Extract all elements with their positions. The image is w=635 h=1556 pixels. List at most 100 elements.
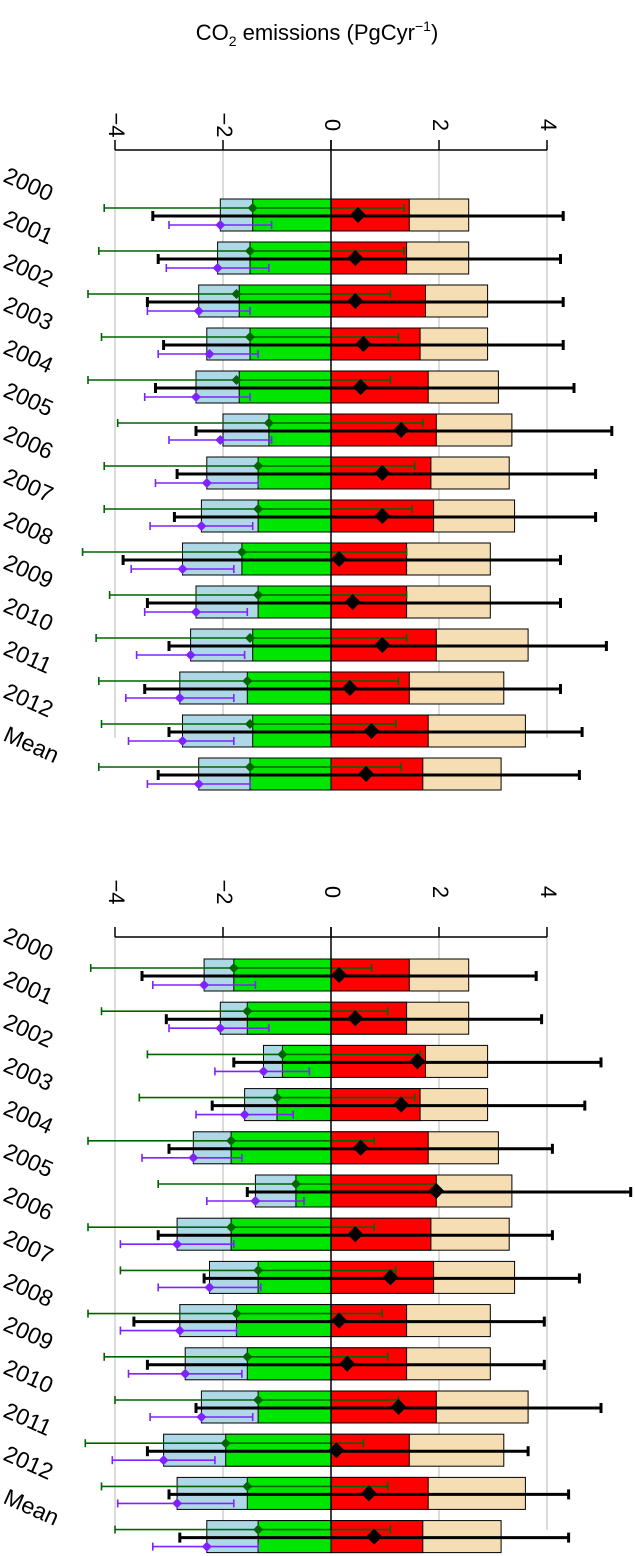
- purple-marker: [185, 650, 196, 660]
- black-marker: [331, 551, 348, 567]
- category-label: 2003: [0, 291, 57, 336]
- black-marker: [428, 1183, 445, 1199]
- purple-marker: [204, 349, 215, 359]
- chart-panel-bottom: −4 −2 0 2 4200020012002200320042005200620072…: [0, 879, 633, 1554]
- black-marker: [328, 1442, 345, 1459]
- category-label: 2002: [0, 248, 57, 293]
- category-label: 2008: [0, 506, 57, 551]
- black-marker: [344, 594, 361, 610]
- purple-marker: [215, 435, 226, 445]
- purple-marker: [201, 478, 212, 488]
- purple-marker: [196, 1412, 207, 1422]
- green-marker: [245, 633, 255, 643]
- purple-marker: [196, 521, 207, 531]
- green-marker: [242, 676, 253, 686]
- black-marker: [366, 1528, 383, 1545]
- title-superscript: −1: [415, 18, 431, 34]
- x-tick-label: 2: [428, 886, 453, 898]
- x-tick-label: 0: [320, 886, 345, 898]
- purple-marker: [212, 263, 223, 273]
- category-label: 2010: [0, 592, 57, 637]
- category-label: 2012: [0, 678, 57, 723]
- category-label: Mean: [0, 1483, 63, 1530]
- purple-marker: [174, 693, 185, 703]
- black-marker: [363, 723, 380, 739]
- black-marker: [393, 1096, 410, 1113]
- category-label: 2005: [0, 377, 57, 422]
- green-marker: [277, 1049, 288, 1060]
- black-marker: [352, 379, 369, 395]
- category-label: Mean: [0, 721, 63, 768]
- green-marker: [245, 762, 255, 772]
- category-label: 2012: [0, 1440, 57, 1485]
- category-label: 2008: [0, 1267, 57, 1312]
- green-marker: [242, 1351, 253, 1362]
- black-marker: [331, 967, 348, 983]
- x-tick-label: 2: [428, 119, 453, 131]
- black-marker: [393, 422, 410, 438]
- x-tick-label: 0: [320, 119, 345, 131]
- green-marker: [231, 1308, 242, 1319]
- purple-marker: [199, 980, 210, 990]
- green-marker: [245, 719, 255, 729]
- green-marker: [253, 590, 264, 600]
- purple-marker: [177, 564, 188, 574]
- category-label: 2000: [0, 922, 57, 967]
- green-marker: [228, 963, 239, 973]
- category-label: 2005: [0, 1138, 57, 1183]
- green-marker: [263, 418, 274, 428]
- green-marker: [242, 1006, 253, 1017]
- purple-marker: [193, 779, 204, 789]
- chart-panel-top: −4 −2 0 2 4200020012002200320042005200620072…: [0, 112, 614, 791]
- black-marker: [358, 766, 375, 782]
- black-marker: [355, 336, 372, 352]
- green-marker: [253, 461, 264, 471]
- category-label: 2007: [0, 1224, 57, 1269]
- black-marker: [339, 1355, 356, 1372]
- purple-marker: [215, 1023, 226, 1034]
- green-marker: [290, 1179, 301, 1189]
- category-label: 2000: [0, 162, 57, 207]
- category-label: 2004: [0, 334, 57, 379]
- title-rest: emissions (PgCyr: [237, 20, 415, 45]
- black-marker: [374, 637, 391, 653]
- purple-marker: [188, 1152, 199, 1163]
- green-marker: [253, 1395, 264, 1405]
- black-marker: [409, 1053, 426, 1070]
- category-label: 2002: [0, 1008, 57, 1053]
- category-label: 2009: [0, 549, 57, 594]
- x-tick-label: 4: [536, 886, 561, 898]
- green-marker: [226, 1222, 237, 1233]
- black-marker: [374, 508, 391, 524]
- purple-marker: [201, 1541, 212, 1552]
- black-marker: [341, 680, 358, 696]
- purple-marker: [239, 1109, 250, 1120]
- black-marker: [331, 1312, 348, 1329]
- category-label: 2006: [0, 420, 57, 465]
- black-marker: [390, 1399, 407, 1415]
- x-tick-label: −4: [104, 879, 129, 904]
- green-marker: [220, 1438, 231, 1449]
- category-label: 2011: [0, 635, 56, 679]
- category-label: 2004: [0, 1095, 57, 1140]
- purple-marker: [250, 1196, 261, 1206]
- green-marker: [253, 1265, 264, 1276]
- category-label: 2010: [0, 1354, 57, 1399]
- category-label: 2006: [0, 1181, 57, 1226]
- title-main: CO: [196, 20, 229, 45]
- category-label: 2009: [0, 1311, 57, 1356]
- green-marker: [245, 332, 255, 342]
- x-tick-label: −2: [212, 112, 237, 137]
- title-subscript: 2: [229, 33, 237, 49]
- black-marker: [374, 465, 391, 481]
- x-tick-label: −4: [104, 112, 129, 137]
- green-marker: [231, 289, 242, 299]
- green-marker: [245, 246, 255, 256]
- title-close: ): [431, 20, 438, 45]
- purple-marker: [204, 1282, 215, 1293]
- black-marker: [360, 1485, 377, 1502]
- black-marker: [347, 1226, 364, 1243]
- black-marker: [347, 293, 364, 309]
- purple-marker: [191, 607, 201, 617]
